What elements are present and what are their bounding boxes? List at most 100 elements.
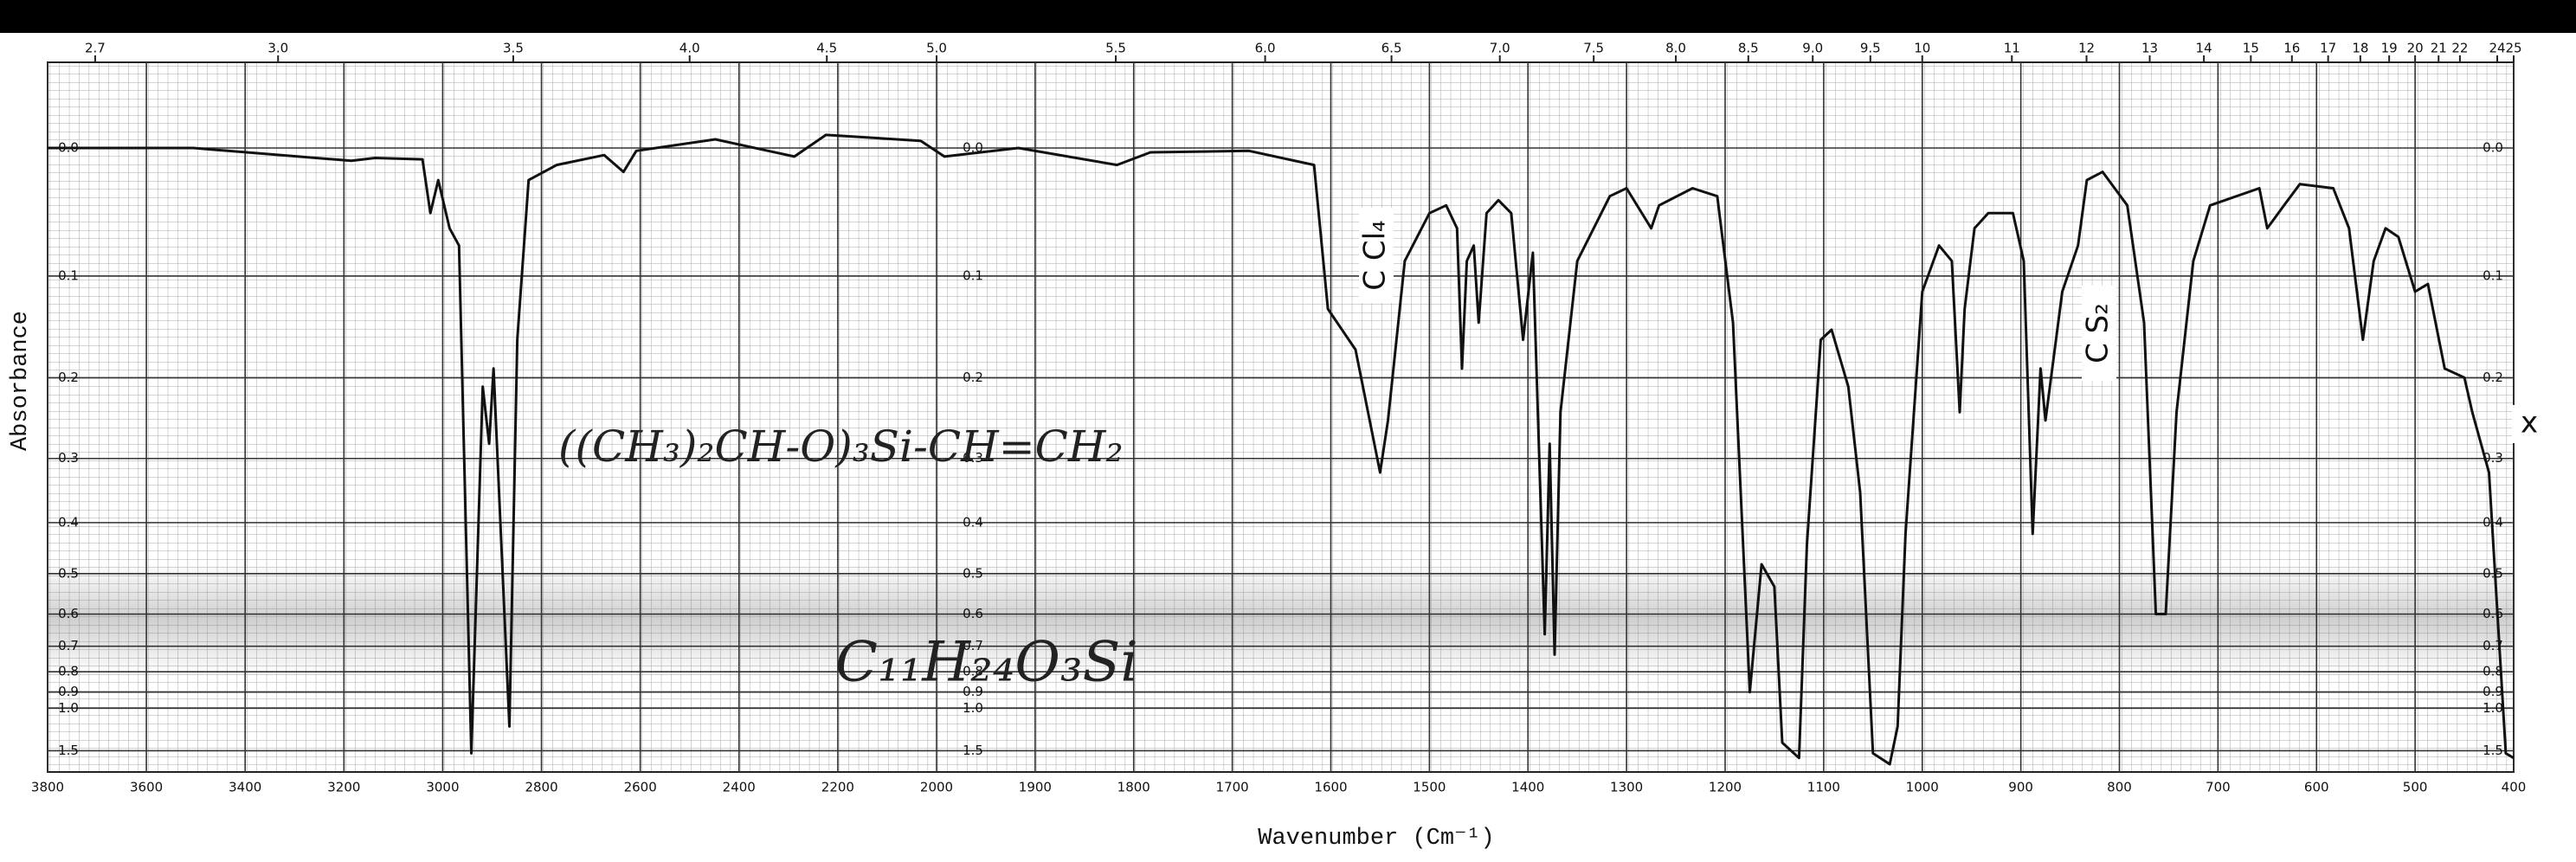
x2-tick-label: 22 [2451, 41, 2468, 56]
x2-tick-label: 20 [2407, 41, 2424, 56]
y-tick-label: 0.9 [58, 684, 79, 699]
y-tick-label: 0.2 [58, 370, 79, 385]
x-tick-label: 1500 [1413, 780, 1446, 795]
x-tick-label: 2200 [821, 780, 854, 795]
y-tick-label: 0.6 [963, 606, 983, 621]
y-tick-label: 0.8 [2483, 664, 2503, 679]
annotation: ((CH₃)₂CH-O)₃Si-CH=CH₂ [558, 421, 1124, 472]
x-tick-label: 3600 [130, 780, 163, 795]
x2-tick-label: 14 [2196, 41, 2212, 56]
x2-tick-label: 9.5 [1860, 41, 1881, 56]
y-tick-label: 0.9 [2483, 684, 2503, 699]
x2-tick-label: 4.0 [679, 41, 700, 56]
x-tick-label: 1000 [1906, 780, 1939, 795]
x2-tick-label: 2.7 [85, 41, 106, 56]
x2-tick-label: 18 [2352, 41, 2368, 56]
y-tick-label: 0.5 [2483, 565, 2503, 581]
y-tick-label: 0.4 [963, 514, 983, 530]
x-tick-label: 3400 [229, 780, 261, 795]
annotation-backing [1359, 208, 1394, 303]
annotation: C S₂ [2081, 303, 2116, 363]
x2-tick-label: 21 [2431, 41, 2447, 56]
x-tick-label: 2400 [723, 780, 756, 795]
y-tick-label: 0.2 [963, 370, 983, 385]
x-tick-label: 500 [2403, 780, 2428, 795]
y-tick-label: 1.5 [963, 743, 983, 758]
y-tick-label: 0.0 [2483, 140, 2503, 156]
spectrum-line [48, 133, 2515, 766]
y-tick-label: 0.1 [2483, 267, 2503, 283]
x2-tick-label: 3.5 [503, 41, 524, 56]
x2-tick-label: 13 [2141, 41, 2158, 56]
paper-shade [48, 563, 2514, 675]
x2-tick-label: 9.0 [1802, 41, 1823, 56]
y-tick-label: 0.1 [963, 267, 983, 283]
y-tick-label: 0.7 [58, 638, 79, 653]
x2-tick-label: 6.0 [1255, 41, 1276, 56]
x-tick-label: 1700 [1216, 780, 1249, 795]
x2-tick-label: 15 [2243, 41, 2259, 56]
y-tick-label: 0.6 [58, 606, 79, 621]
x-tick-label: 1300 [1610, 780, 1643, 795]
y-tick-label: 0.3 [58, 450, 79, 466]
y-tick-label: 1.5 [2483, 743, 2503, 758]
x2-tick-label: 8.0 [1665, 41, 1686, 56]
x-tick-label: 2000 [920, 780, 953, 795]
x2-tick-label: 17 [2320, 41, 2336, 56]
x2-tick-label: 5.0 [926, 41, 947, 56]
x-tick-label: 1100 [1807, 780, 1840, 795]
x2-tick-label: 10 [1914, 41, 1930, 56]
x-tick-label: 700 [2206, 780, 2231, 795]
y-tick-label: 0.5 [963, 565, 983, 581]
x-tick-label: 1200 [1709, 780, 1742, 795]
y-tick-label: 0.6 [2483, 606, 2503, 621]
x-tick-label: 800 [2107, 780, 2132, 795]
x2-tick-label: 19 [2381, 41, 2398, 56]
x2-tick-label: 11 [2004, 41, 2020, 56]
y-tick-label: 1.5 [58, 743, 79, 758]
x-tick-label: 2600 [624, 780, 657, 795]
annotation-backing [2082, 286, 2116, 381]
x-tick-label: 1900 [1019, 780, 1052, 795]
y-tick-label: 0.3 [963, 450, 983, 466]
x2-tick-label: 25 [2505, 41, 2521, 56]
x2-tick-label: 5.5 [1105, 41, 1126, 56]
x2-tick-label: 6.5 [1381, 41, 1402, 56]
x2-tick-label: 3.0 [267, 41, 288, 56]
x-tick-label: 600 [2304, 780, 2329, 795]
annotation: C Cl₄ [1358, 220, 1393, 290]
x-tick-label: 1800 [1117, 780, 1150, 795]
y-tick-label: 0.9 [963, 684, 983, 699]
y-axis-title: Absorbance [8, 311, 34, 451]
x-axis-title: Wavenumber (Cm⁻¹) [1258, 826, 1495, 852]
x-tick-label: 400 [2502, 780, 2527, 795]
annotation: C₁₁H₂₄O₃Si [835, 631, 1138, 695]
annotation: x [2521, 406, 2538, 441]
x2-tick-label: 7.5 [1583, 41, 1604, 56]
y-tick-label: 0.1 [58, 267, 79, 283]
x-tick-label: 3200 [327, 780, 360, 795]
y-tick-label: 0.2 [2483, 370, 2503, 385]
x2-tick-label: 12 [2078, 41, 2095, 56]
y-tick-label: 0.4 [58, 514, 79, 530]
annotation-backing [2512, 405, 2547, 443]
y-tick-label: 0.5 [58, 565, 79, 581]
x2-tick-label: 24 [2489, 41, 2505, 56]
x2-tick-label: 7.0 [1490, 41, 1510, 56]
y-tick-label: 1.0 [58, 700, 79, 716]
x2-tick-label: 16 [2283, 41, 2300, 56]
x-tick-label: 2800 [525, 780, 557, 795]
x-tick-label: 900 [2008, 780, 2033, 795]
x2-tick-label: 8.5 [1738, 41, 1759, 56]
x-tick-label: 3000 [426, 780, 459, 795]
y-tick-label: 0.8 [58, 664, 79, 679]
y-tick-label: 0.3 [2483, 450, 2503, 466]
x-tick-label: 3800 [31, 780, 64, 795]
scan-border [0, 0, 2576, 33]
y-tick-label: 0.8 [963, 664, 983, 679]
y-tick-label: 1.0 [2483, 700, 2503, 716]
x-tick-label: 1400 [1511, 780, 1544, 795]
x2-tick-label: 4.5 [816, 41, 837, 56]
y-tick-label: 0.7 [963, 638, 983, 653]
